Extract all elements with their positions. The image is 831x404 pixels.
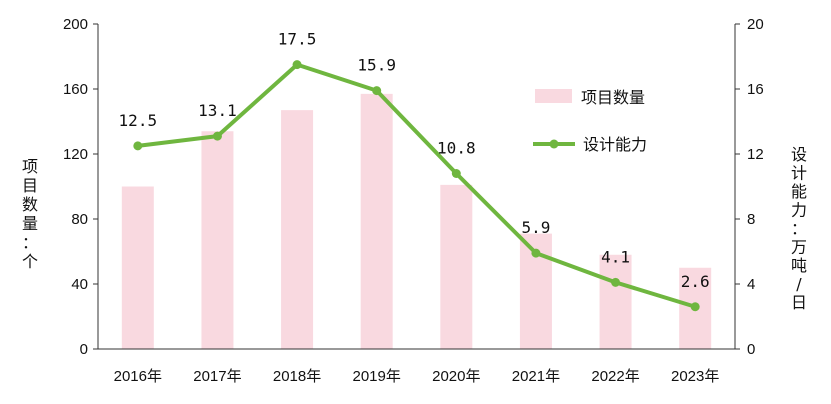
x-tick-label-3: 2019年 bbox=[353, 368, 401, 385]
data-label-7: 2.6 bbox=[681, 272, 710, 291]
line-point-7 bbox=[690, 302, 700, 312]
legend-swatch-project-count bbox=[535, 89, 572, 103]
y-right-tick-label-0: 0 bbox=[747, 341, 755, 358]
bar-series-project-count bbox=[121, 93, 712, 349]
x-tick-labels: 2016年 2017年 2018年 2019年 2020年 2021年 2022年 2023年 bbox=[114, 368, 720, 385]
x-tick-label-4: 2020年 bbox=[432, 368, 480, 385]
legend-marker-design-capacity bbox=[549, 139, 559, 149]
y-right-label-char-5: 万 bbox=[791, 238, 807, 257]
data-label-6: 4.1 bbox=[601, 247, 630, 266]
line-data-labels: 12.5 13.1 17.5 15.9 10.8 5.9 4.1 2.6 bbox=[119, 30, 710, 291]
y-left-tick-label-5: 200 bbox=[63, 16, 88, 33]
bar-6 bbox=[599, 254, 632, 349]
y-left-label-char-3: 量 bbox=[22, 214, 38, 233]
y-right-tick-label-1: 4 bbox=[747, 276, 755, 293]
data-label-2: 17.5 bbox=[278, 30, 317, 49]
bar-2 bbox=[281, 110, 314, 349]
bar-1 bbox=[201, 131, 234, 349]
x-tick-label-2: 2018年 bbox=[273, 368, 321, 385]
y-left-tick-label-2: 80 bbox=[71, 211, 88, 228]
y-right-axis-label: 设计能力：万吨/日 bbox=[791, 145, 807, 312]
y-left-label-char-1: 目 bbox=[22, 176, 38, 195]
axes bbox=[97, 24, 736, 350]
y-right-label-char-3: 力 bbox=[791, 201, 807, 220]
design-capacity-line bbox=[137, 62, 696, 309]
y-right-tick-label-3: 12 bbox=[747, 146, 764, 163]
data-label-3: 15.9 bbox=[357, 56, 396, 75]
legend: 项目数量 设计能力 bbox=[533, 88, 647, 154]
line-point-1 bbox=[212, 131, 222, 141]
x-tick-label-6: 2022年 bbox=[591, 368, 639, 385]
x-tick-label-7: 2023年 bbox=[671, 368, 719, 385]
y-right-tick-label-4: 16 bbox=[747, 81, 764, 98]
line-point-6 bbox=[611, 277, 621, 287]
y-left-label-char-2: 数 bbox=[22, 195, 38, 214]
y-right-tick-label-5: 20 bbox=[747, 16, 764, 33]
bar-4 bbox=[440, 184, 473, 349]
x-tick-label-0: 2016年 bbox=[114, 368, 162, 385]
legend-label-project-count: 项目数量 bbox=[581, 88, 645, 107]
line-point-2 bbox=[292, 60, 302, 70]
y-left-label-char-4: ： bbox=[22, 233, 38, 252]
bar-0 bbox=[121, 186, 154, 349]
y-left-label-char-5: 个 bbox=[22, 252, 38, 271]
y-right-label-char-2: 能 bbox=[791, 182, 807, 201]
y-right-tick-label-2: 8 bbox=[747, 211, 755, 228]
y-left-tick-label-1: 40 bbox=[71, 276, 88, 293]
data-label-5: 5.9 bbox=[521, 218, 550, 237]
y-left-tick-labels: 0 40 80 120 160 200 bbox=[63, 16, 98, 358]
data-label-4: 10.8 bbox=[437, 139, 476, 158]
line-series-design-capacity bbox=[133, 60, 700, 312]
line-point-4 bbox=[451, 169, 461, 178]
y-right-label-char-4: ： bbox=[791, 219, 807, 238]
line-point-3 bbox=[372, 86, 382, 96]
y-left-tick-label-0: 0 bbox=[80, 341, 88, 358]
y-left-axis-label: 项目数量：个 bbox=[22, 157, 38, 271]
y-right-label-char-7: / bbox=[796, 275, 802, 294]
line-point-0 bbox=[133, 141, 143, 151]
y-left-tick-label-3: 120 bbox=[63, 146, 88, 163]
bar-3 bbox=[360, 93, 393, 349]
y-right-label-char-1: 计 bbox=[791, 164, 807, 183]
legend-label-design-capacity: 设计能力 bbox=[583, 135, 647, 154]
y-left-label-char-0: 项 bbox=[22, 157, 38, 176]
data-label-0: 12.5 bbox=[119, 111, 158, 130]
y-right-tick-labels: 0 4 8 12 16 20 bbox=[735, 16, 764, 358]
y-right-label-char-0: 设 bbox=[791, 145, 807, 164]
data-label-1: 13.1 bbox=[198, 101, 237, 120]
line-point-5 bbox=[531, 248, 541, 258]
y-right-label-char-6: 吨 bbox=[791, 256, 807, 275]
x-tick-label-5: 2021年 bbox=[512, 368, 560, 385]
y-left-tick-label-4: 160 bbox=[63, 81, 88, 98]
y-right-label-char-8: 日 bbox=[791, 293, 807, 312]
x-tick-label-1: 2017年 bbox=[193, 368, 241, 385]
